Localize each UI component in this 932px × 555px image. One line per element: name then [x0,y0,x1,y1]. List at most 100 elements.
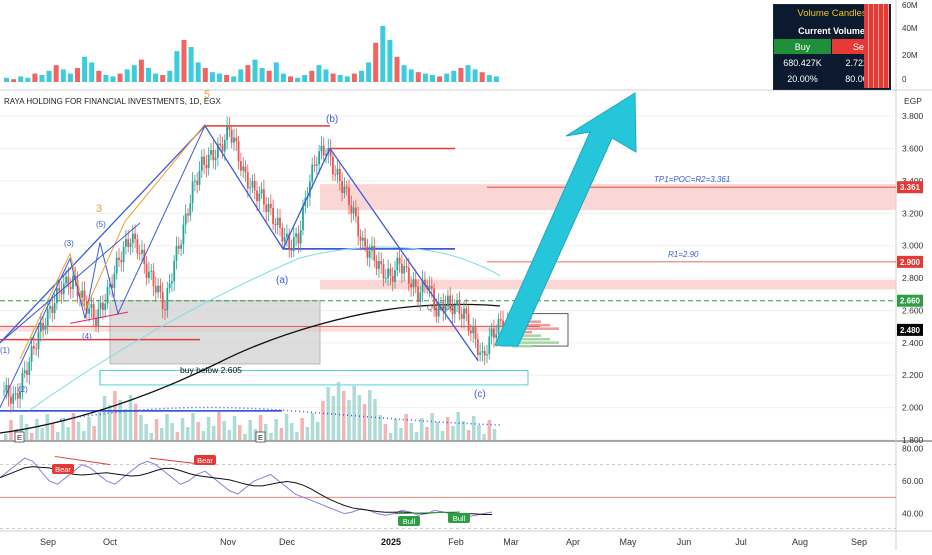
candle-body [83,290,86,301]
candle-body [175,245,178,261]
volume-bar [188,47,194,82]
candle-body [412,279,415,288]
volume-bar [144,424,148,440]
candle-body [440,301,442,303]
candle-body [230,129,233,143]
volume-bar [420,418,424,440]
x-tick: Dec [279,537,296,547]
vp-bar [512,341,559,344]
volume-bar [131,65,137,82]
candle-body [281,227,284,242]
earnings-marker [14,431,25,443]
candle-body [113,273,116,288]
candle-body [343,186,346,193]
candle-body [444,304,447,312]
candle-body [164,309,166,311]
candle-body [359,236,362,241]
volume-bar [11,79,17,82]
volume-bar [414,432,419,440]
candle-body [166,288,169,311]
candle-body [297,233,300,244]
candle-body [465,308,468,314]
candle-body [481,351,484,353]
volume-bar [113,391,117,440]
price-tick: 3.000 [902,241,924,251]
candle-body [283,237,286,242]
candle-body [184,213,187,225]
candle-body [467,313,470,331]
price-tick: 2.000 [902,403,924,413]
candle-body [272,207,274,225]
wave-1-label: (1) [0,346,10,355]
candle-body [350,205,353,214]
volume-bar [202,68,208,82]
candle-body [23,370,26,374]
candle-body [460,313,463,319]
volume-bar [336,382,341,440]
candle-body [338,168,341,181]
candle-body [99,302,102,310]
zones [0,184,896,386]
volume-bar [425,427,429,440]
channel-line [0,222,141,344]
price-badge [897,181,923,194]
volume-bar [352,386,356,440]
candle-body [90,304,93,309]
x-tick: Sep [40,537,56,547]
volume-bar [461,421,466,440]
price-badge [897,294,923,307]
volume-bar [232,416,237,440]
target-arrow [494,92,637,347]
candle-body [495,333,498,338]
candle-body [414,279,417,287]
earnings-marker [255,431,266,443]
volume-bar [217,73,222,82]
candle-body [28,361,31,375]
volume-bar [217,412,221,440]
x-tick: Apr [566,537,580,547]
volume-bar [30,433,34,440]
candle-body [212,150,215,161]
candle-body [92,304,95,318]
candle-body [318,151,320,165]
candle-body [288,233,291,249]
volume-bar [357,395,362,440]
annotations: Bear Bear Bull Bull (b) (a) (c) (3) (5) (4) (2) (1)… [0,89,730,526]
candle-body [148,271,150,278]
wave-3-label: (3) [64,239,74,248]
volume-bar [437,76,443,82]
candle-body [242,166,245,171]
candle-body [391,275,394,282]
candle-body [141,249,143,254]
candle-body [49,306,51,310]
candle-body [102,302,104,311]
candle-body [173,260,176,282]
wave-orange [19,123,206,360]
candle-body [161,291,164,310]
candle-body [470,330,472,334]
candle-body [334,174,337,176]
candle-body [474,327,477,340]
candle-body [286,233,288,238]
volume-bar [118,400,122,440]
big-5-label: 5 [204,89,210,101]
vp-bar [512,323,550,327]
volume-bar [45,414,50,440]
candle-body [233,137,235,143]
bull-divergence [394,511,461,515]
price-badge [897,323,923,336]
candle-body [205,164,208,169]
volume-bar [87,417,91,440]
candle-body [14,393,17,395]
volume-bar [472,416,476,440]
volume-bar [224,75,230,82]
candle-body [260,189,263,194]
volume-bar [82,56,88,82]
ma-50 [29,246,501,411]
candle-body [53,303,56,313]
candle-body [217,143,219,158]
x-tick: Nov [220,537,237,547]
candle-body [497,319,500,334]
